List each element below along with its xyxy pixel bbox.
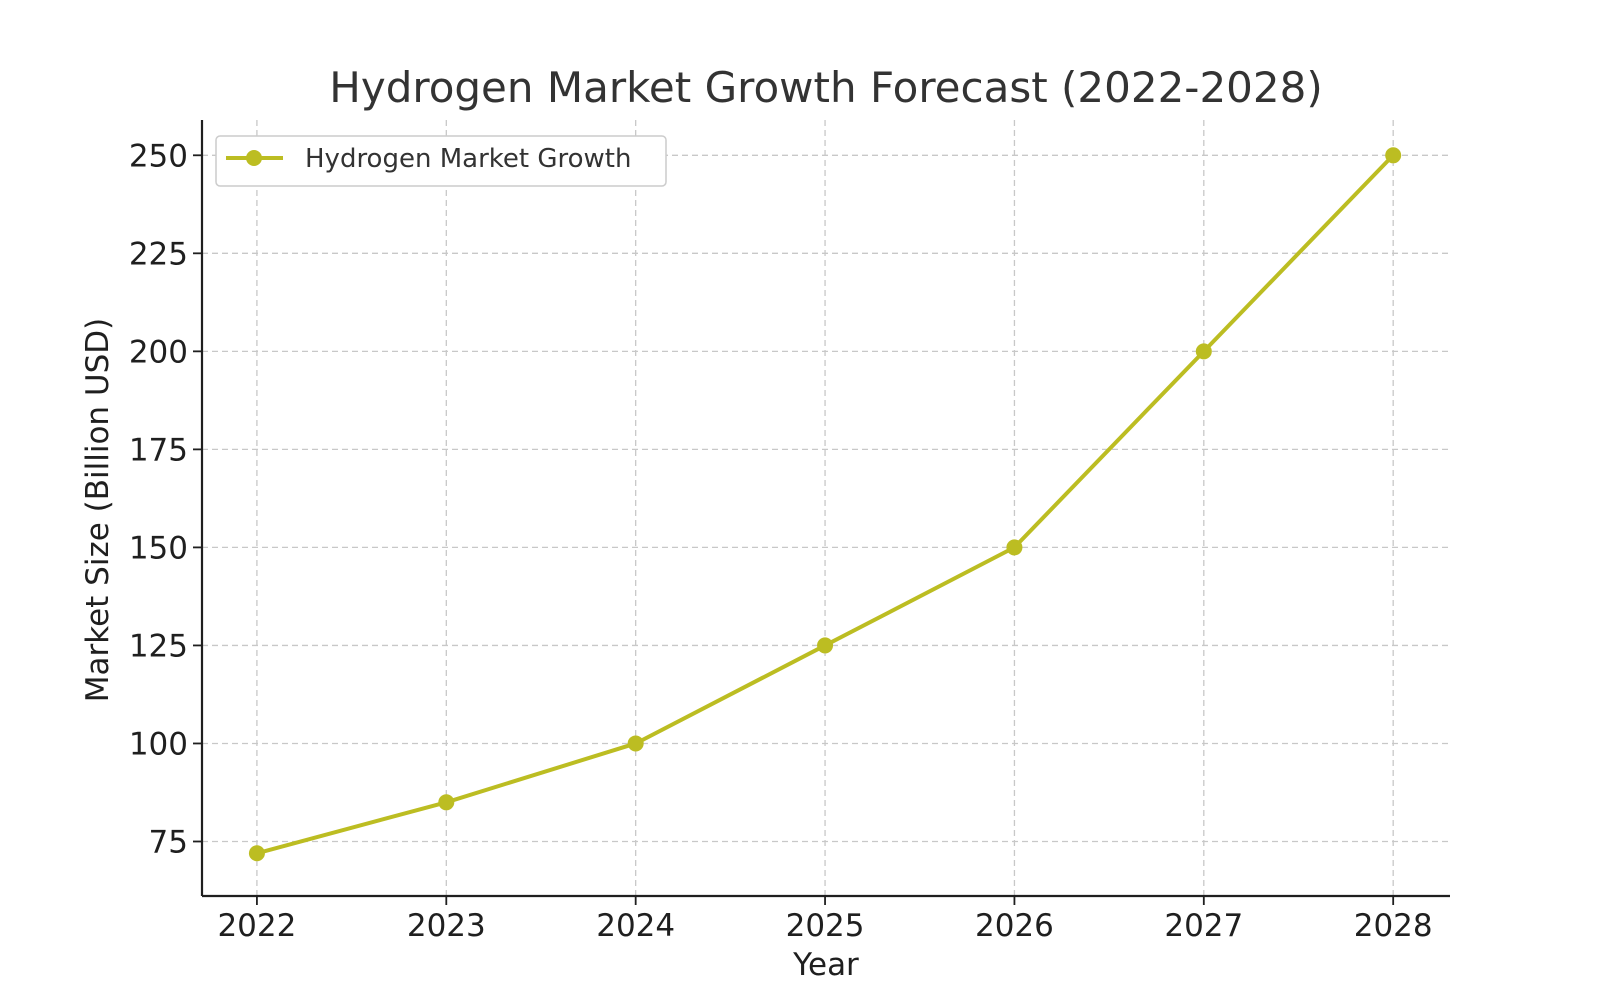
y-tick-label: 200 <box>129 334 188 370</box>
data-point-marker <box>1385 147 1402 164</box>
x-axis-label: Year <box>792 947 859 983</box>
data-point-marker <box>248 845 265 862</box>
data-point-marker <box>817 637 834 654</box>
series-plot <box>248 147 1402 862</box>
data-point-marker <box>438 794 455 811</box>
x-tick-label: 2025 <box>786 908 865 944</box>
x-tick-label: 2022 <box>217 908 296 944</box>
legend-marker-swatch <box>246 150 262 166</box>
legend-entry-label: Hydrogen Market Growth <box>305 144 631 174</box>
tick-labels: 75 100 125 150 175 200 225 250 2022 2023 2024 2025 2… <box>129 138 1433 944</box>
axes <box>200 120 1450 898</box>
x-tick-label: 2026 <box>975 908 1054 944</box>
data-point-marker <box>1006 539 1023 556</box>
data-point-marker <box>1195 343 1212 360</box>
x-tick-label: 2024 <box>596 908 675 944</box>
y-tick-label: 150 <box>129 530 188 566</box>
y-tick-label: 125 <box>129 628 188 664</box>
chart-title: Hydrogen Market Growth Forecast (2022-20… <box>329 63 1322 112</box>
legend: Hydrogen Market Growth <box>215 135 667 187</box>
y-tick-label: 100 <box>129 726 188 762</box>
x-tick-label: 2028 <box>1354 908 1433 944</box>
y-tick-label: 75 <box>149 824 188 860</box>
data-point-marker <box>627 735 644 752</box>
x-tick-label: 2023 <box>407 908 486 944</box>
y-tick-label: 250 <box>129 138 188 174</box>
y-tick-label: 225 <box>129 236 188 272</box>
y-axis-label: Market Size (Billion USD) <box>80 318 116 703</box>
grid <box>202 120 1450 896</box>
legend-box <box>215 135 667 187</box>
x-tick-label: 2027 <box>1164 908 1243 944</box>
y-tick-label: 175 <box>129 432 188 468</box>
